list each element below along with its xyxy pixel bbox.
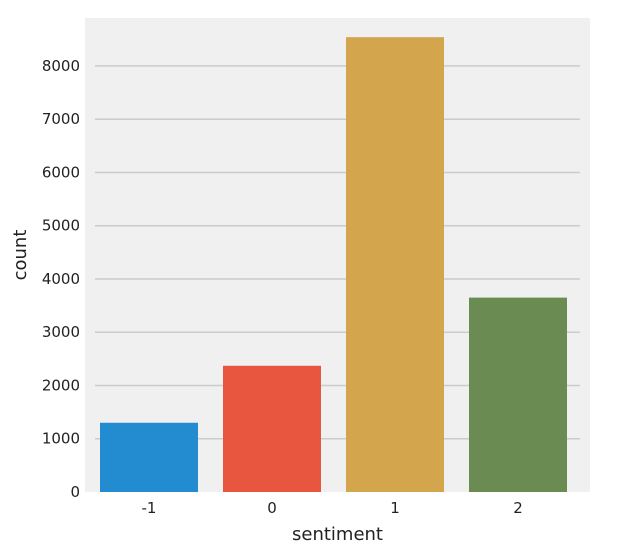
y-tick-label: 5000 [42,217,80,235]
y-tick-label: 3000 [42,323,80,341]
bar--1 [100,422,198,492]
y-tick-labels: 0 1000 2000 3000 4000 5000 6000 7000 8000 [42,57,80,501]
bar-1 [346,37,444,492]
x-tick-label: 1 [390,499,400,517]
bar-0 [223,365,321,492]
x-tick-labels: -1 0 1 2 [142,499,523,517]
x-axis-label: sentiment [292,524,383,545]
y-tick-label: 2000 [42,376,80,394]
x-tick-label: 0 [267,499,277,517]
y-tick-label: 8000 [42,57,80,75]
y-tick-label: 0 [70,483,80,501]
bars [100,37,567,492]
x-tick-label: -1 [142,499,157,517]
y-axis-label: count [10,230,31,281]
y-tick-label: 6000 [42,163,80,181]
y-tick-label: 1000 [42,430,80,448]
x-tick-label: 2 [513,499,523,517]
y-tick-label: 4000 [42,270,80,288]
y-tick-label: 7000 [42,110,80,128]
bar-2 [469,297,567,492]
